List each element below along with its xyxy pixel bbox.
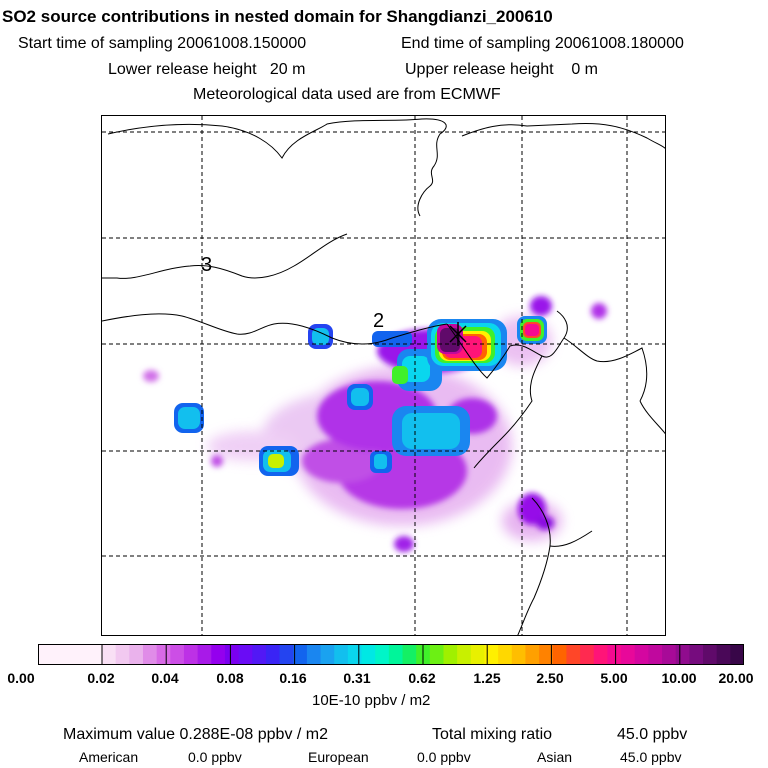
colorbar-tick: 0.08 [216, 670, 244, 686]
upper-release-label: Upper release height 0 m [405, 61, 598, 78]
american-value: 0.0 ppbv [188, 749, 242, 765]
met-data-label: Meteorological data used are from ECMWF [193, 86, 501, 103]
colorbar-swatch [375, 644, 390, 665]
colorbar-swatch [334, 644, 349, 665]
colorbar-swatch [621, 644, 636, 665]
asian-value: 45.0 ppbv [620, 749, 682, 765]
colorbar-tick: 10.00 [661, 670, 697, 686]
grid-label-3: 3 [201, 254, 213, 276]
colorbar-swatch [716, 644, 731, 665]
colorbar-swatch [293, 644, 308, 665]
colorbar-swatch [580, 644, 595, 665]
colorbar-swatch [252, 644, 267, 665]
colorbar-swatch [539, 644, 554, 665]
total-mixing-value: 45.0 ppbv [617, 726, 688, 743]
colorbar-swatch [662, 644, 677, 665]
colorbar-tick: 0.16 [279, 670, 307, 686]
plot-title: SO2 source contributions in nested domai… [2, 7, 553, 26]
colorbar-swatch [648, 644, 663, 665]
colorbar-swatch [470, 644, 485, 665]
colorbar-tick: 20.00 [718, 670, 754, 686]
colorbar-swatch [443, 644, 458, 665]
start-time-label: Start time of sampling 20061008.150000 [18, 35, 307, 52]
colorbar-swatch [238, 644, 253, 665]
lower-release-label: Lower release height 20 m [108, 61, 306, 78]
x-icon [449, 322, 467, 346]
total-mixing-label: Total mixing ratio [432, 726, 553, 743]
map-panel: 3 2 [101, 115, 666, 636]
colorbar-swatch [129, 644, 144, 665]
colorbar-swatch [361, 644, 376, 665]
colorbar-tick: 2.50 [536, 670, 564, 686]
colorbar-swatch [498, 644, 513, 665]
coastline-layer [102, 118, 665, 635]
colorbar-swatch [306, 644, 322, 665]
colorbar-swatch [730, 644, 744, 665]
colorbar-swatch [115, 644, 130, 665]
colorbar-tick: 0.62 [408, 670, 436, 686]
colorbar-swatch [156, 644, 171, 665]
grid-layer [102, 116, 665, 635]
colorbar-swatch [689, 644, 704, 665]
colorbar-swatch [525, 644, 540, 665]
colorbar-swatch [402, 644, 417, 665]
colorbar-swatch [484, 644, 499, 665]
colorbar-swatch [552, 644, 567, 665]
grid-label-2: 2 [373, 310, 385, 332]
colorbar-swatch [279, 644, 294, 665]
european-label: European [308, 749, 369, 765]
colorbar-swatch [38, 644, 103, 665]
colorbar-swatch [511, 644, 526, 665]
colorbar-tick: 0.04 [151, 670, 179, 686]
end-time-label: End time of sampling 20061008.180000 [401, 35, 684, 52]
colorbar-swatch [102, 644, 117, 665]
map-svg [102, 116, 665, 635]
colorbar-tick: 5.00 [600, 670, 628, 686]
colorbar-border [38, 644, 744, 665]
colorbar-units: 10E-10 ppbv / m2 [312, 692, 431, 709]
colorbar-swatch [429, 644, 444, 665]
colorbar-swatch [170, 644, 185, 665]
colorbar-swatch [347, 644, 363, 665]
colorbar-swatch [566, 644, 581, 665]
colorbar-swatch [211, 644, 226, 665]
asian-label: Asian [537, 749, 573, 765]
colorbar-swatch [607, 644, 622, 665]
colorbar-swatch [183, 644, 199, 665]
colorbar-swatch [634, 644, 649, 665]
colorbar-tick: 1.25 [473, 670, 501, 686]
colorbar-swatch [388, 644, 404, 665]
colorbar-swatch [457, 644, 472, 665]
colorbar-swatch [675, 644, 690, 665]
colorbar-swatch [142, 644, 158, 665]
american-label: American [79, 749, 139, 765]
colorbar [38, 644, 744, 665]
colorbar-swatch [224, 644, 240, 665]
max-value-label: Maximum value 0.288E-08 ppbv / m2 [63, 726, 329, 743]
plume-layer [143, 296, 607, 552]
colorbar-tick: 0.02 [87, 670, 115, 686]
colorbar-swatch [265, 644, 281, 665]
european-value: 0.0 ppbv [417, 749, 471, 765]
colorbar-tick: 0.31 [343, 670, 371, 686]
colorbar-swatch [197, 644, 212, 665]
colorbar-swatch [703, 644, 718, 665]
colorbar-swatch [593, 644, 608, 665]
colorbar-tick: 0.00 [7, 670, 35, 686]
colorbar-swatch [320, 644, 335, 665]
